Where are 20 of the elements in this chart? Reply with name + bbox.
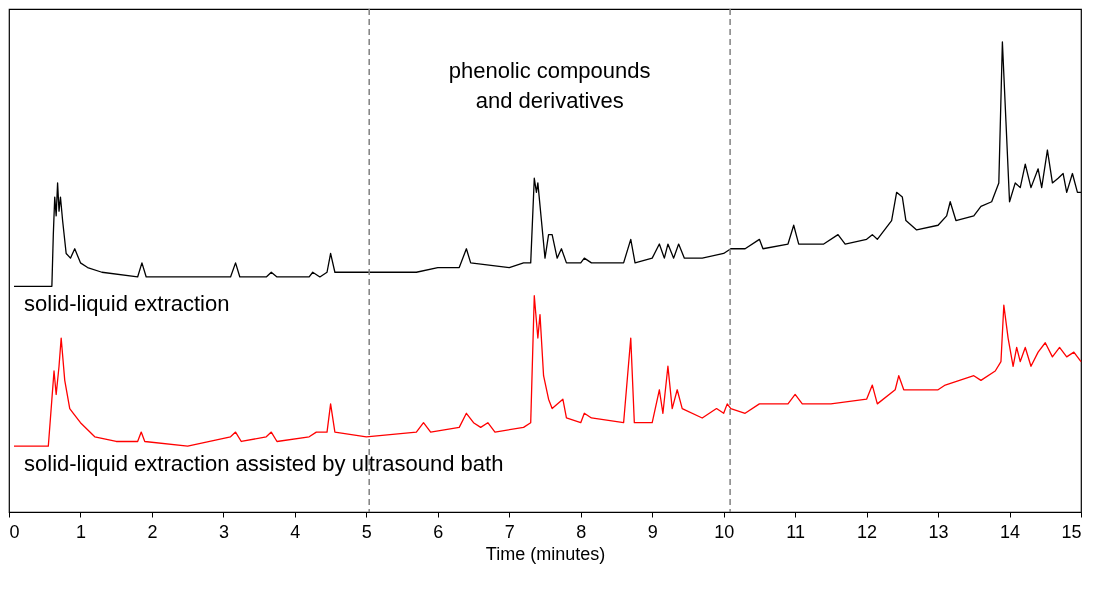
x-tick-label: 6 — [433, 521, 444, 542]
x-tick-label: 9 — [647, 521, 658, 542]
x-tick-label: 4 — [290, 521, 301, 542]
x-tick-label: 13 — [928, 521, 949, 542]
x-tick-label: 2 — [147, 521, 158, 542]
x-axis-title: Time (minutes) — [485, 543, 606, 564]
x-tick-label: 12 — [857, 521, 878, 542]
x-tick-label: 7 — [504, 521, 515, 542]
annotation: phenolic compounds and derivatives — [448, 58, 651, 113]
x-tick-label: 8 — [576, 521, 587, 542]
x-tick-label: 0 — [9, 521, 20, 542]
series-label: solid-liquid extraction — [24, 291, 230, 317]
x-tick-label: 14 — [1000, 521, 1021, 542]
x-tick-label: 5 — [361, 521, 372, 542]
x-tick-label: 1 — [75, 521, 86, 542]
x-tick-label: 10 — [714, 521, 735, 542]
x-tick-label: 15 — [1061, 521, 1082, 542]
x-tick-label: 3 — [218, 521, 229, 542]
series-label: solid-liquid extraction assisted by ultrasound bath — [24, 451, 504, 477]
x-tick-label: 11 — [786, 521, 805, 542]
